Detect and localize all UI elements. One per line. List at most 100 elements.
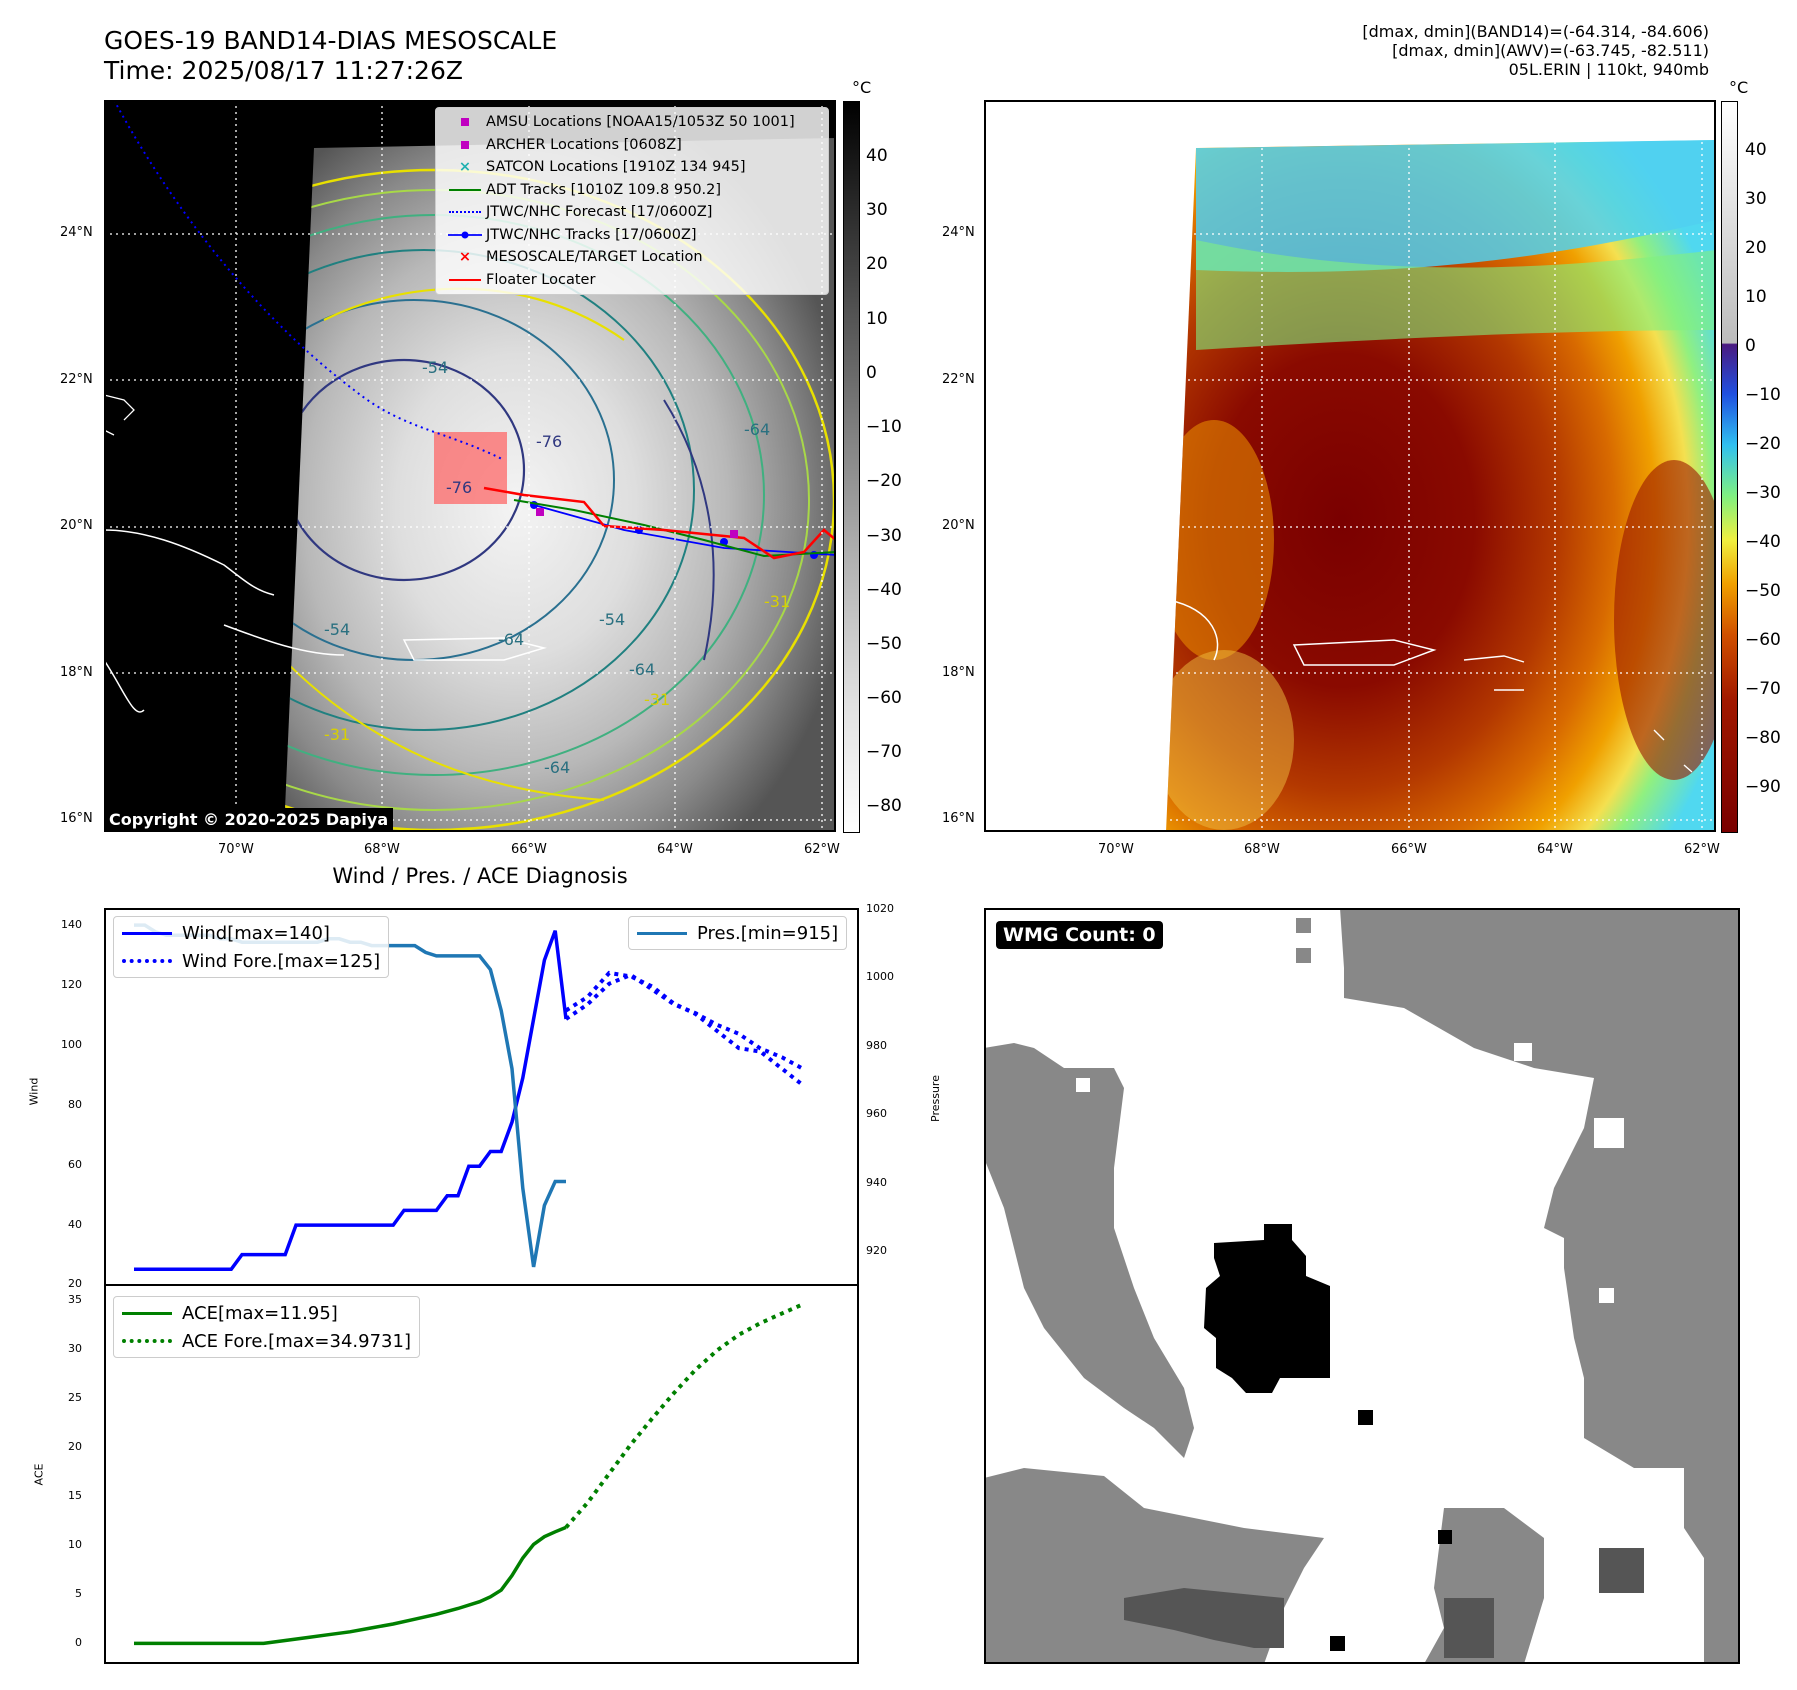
- solid-line-icon: [637, 931, 687, 935]
- legend-tracks: JTWC/NHC Tracks [17/0600Z]: [436, 224, 828, 247]
- cb-tick: −30: [866, 526, 902, 546]
- cb-tick: 30: [866, 200, 888, 220]
- ace-tick: 0: [75, 1636, 82, 1649]
- wind-tick: 140: [61, 918, 82, 931]
- legend-label: Wind Fore.[max=125]: [182, 950, 381, 972]
- lat-label: 20°N: [942, 518, 975, 533]
- legend-label: ACE Fore.[max=34.9731]: [182, 1330, 411, 1352]
- wmg-count-badge: WMG Count: 0: [996, 921, 1163, 949]
- ace-tick: 30: [68, 1342, 82, 1355]
- figure-title: GOES-19 BAND14-DIAS MESOSCALE Time: 2025…: [104, 26, 557, 86]
- lon-label: 66°W: [511, 842, 547, 857]
- pres-ylabel: Pressure: [928, 1075, 942, 1122]
- pres-tick: 1000: [866, 970, 894, 983]
- legend-label: AMSU Locations [NOAA15/1053Z 50 1001]: [486, 114, 795, 131]
- square-marker-icon: [444, 140, 486, 149]
- wind-tick: 20: [68, 1277, 82, 1290]
- colorbar-color: [1721, 101, 1738, 833]
- cb-tick: −90: [1745, 777, 1781, 797]
- dotted-line-icon: [122, 959, 172, 963]
- pres-tick: 940: [866, 1176, 887, 1189]
- ace-legend: ACE[max=11.95] ACE Fore.[max=34.9731]: [113, 1296, 420, 1358]
- legend-wind: Wind[max=140]: [114, 919, 388, 947]
- cb-tick: −10: [1745, 385, 1781, 405]
- cb-tick: 40: [866, 146, 888, 166]
- legend-label: JTWC/NHC Tracks [17/0600Z]: [486, 226, 697, 243]
- cb-tick: 30: [1745, 189, 1767, 209]
- lon-label: 64°W: [657, 842, 693, 857]
- copyright-badge: Copyright © 2020-2025 Dapiya: [104, 808, 394, 831]
- cb-tick: −30: [1745, 483, 1781, 503]
- legend-pres: Pres.[min=915]: [629, 919, 846, 947]
- dotted-line-icon: [122, 1339, 172, 1343]
- legend-label: ACE[max=11.95]: [182, 1302, 338, 1324]
- best-track: [533, 504, 836, 556]
- pressure-legend: Pres.[min=915]: [628, 916, 848, 950]
- ace-tick: 20: [68, 1440, 82, 1453]
- x-marker-icon: ×: [458, 159, 472, 176]
- wind-ylabel: Wind: [27, 1077, 41, 1106]
- lat-label: 24°N: [60, 225, 93, 240]
- cb-tick: 20: [1745, 238, 1767, 258]
- legend-label: JTWC/NHC Forecast [17/0600Z]: [486, 204, 713, 221]
- colorbar-unit: °C: [1729, 78, 1749, 97]
- lon-label: 68°W: [1244, 842, 1280, 857]
- legend-label: Floater Locater: [486, 271, 596, 288]
- cb-tick: −80: [1745, 728, 1781, 748]
- x-marker-icon: ×: [458, 249, 472, 266]
- cb-tick: 0: [1745, 336, 1756, 356]
- legend-adt: ADT Tracks [1010Z 109.8 950.2]: [436, 179, 828, 202]
- diagnosis-plot: [134, 923, 805, 1646]
- lon-label: 66°W: [1391, 842, 1427, 857]
- lon-label: 70°W: [218, 842, 254, 857]
- target-box: [434, 432, 507, 504]
- cb-tick: 0: [866, 363, 877, 383]
- wind-tick: 40: [68, 1218, 82, 1231]
- colorbar-unit: °C: [852, 78, 872, 97]
- lat-label: 22°N: [60, 372, 93, 387]
- legend-wind-fore: Wind Fore.[max=125]: [114, 947, 388, 975]
- cb-tick: 10: [1745, 287, 1767, 307]
- storm-info: 05L.ERIN | 110kt, 940mb: [1508, 60, 1709, 79]
- lon-label: 64°W: [1537, 842, 1573, 857]
- ace-tick: 10: [68, 1538, 82, 1551]
- ir-color-map: [984, 100, 1716, 832]
- lat-label: 18°N: [942, 665, 975, 680]
- cb-tick: −70: [1745, 679, 1781, 699]
- ace-forecast-line: [564, 1302, 805, 1529]
- cb-tick: −50: [1745, 581, 1781, 601]
- legend-label: Pres.[min=915]: [697, 922, 839, 944]
- wind-tick: 60: [68, 1158, 82, 1171]
- ace-tick: 35: [68, 1293, 82, 1306]
- pres-tick: 1020: [866, 902, 894, 915]
- cb-tick: −80: [866, 796, 902, 816]
- legend-amsu: AMSU Locations [NOAA15/1053Z 50 1001]: [436, 111, 828, 134]
- title-time: Time: 2025/08/17 11:27:26Z: [104, 56, 463, 85]
- cb-tick: −50: [866, 634, 902, 654]
- lon-label: 62°W: [1684, 842, 1720, 857]
- cb-tick: −60: [1745, 630, 1781, 650]
- lat-label: 16°N: [942, 811, 975, 826]
- pres-tick: 980: [866, 1039, 887, 1052]
- pres-tick: 960: [866, 1107, 887, 1120]
- pres-tick: 920: [866, 1244, 887, 1257]
- lat-label: 24°N: [942, 225, 975, 240]
- map-legend: AMSU Locations [NOAA15/1053Z 50 1001] AR…: [435, 107, 829, 295]
- floater-track: [483, 486, 836, 560]
- diagnosis-title: Wind / Pres. / ACE Diagnosis: [332, 864, 628, 888]
- cb-tick: −40: [1745, 532, 1781, 552]
- cb-tick: 10: [866, 309, 888, 329]
- lat-label: 18°N: [60, 665, 93, 680]
- stats-text: [dmax, dmin](BAND14)=(-64.314, -84.606) …: [1109, 22, 1709, 79]
- wind-tick: 120: [61, 978, 82, 991]
- dmax-band14: [dmax, dmin](BAND14)=(-64.314, -84.606): [1362, 22, 1709, 41]
- ace-line: [134, 1525, 567, 1646]
- legend-label: Wind[max=140]: [182, 922, 330, 944]
- ace-tick: 15: [68, 1489, 82, 1502]
- ace-tick: 5: [75, 1587, 82, 1600]
- solid-line-icon: [444, 278, 486, 281]
- wind-line: [134, 930, 568, 1272]
- lat-label: 22°N: [942, 372, 975, 387]
- legend-ace-fore: ACE Fore.[max=34.9731]: [114, 1327, 419, 1355]
- solid-line-icon: [444, 188, 486, 191]
